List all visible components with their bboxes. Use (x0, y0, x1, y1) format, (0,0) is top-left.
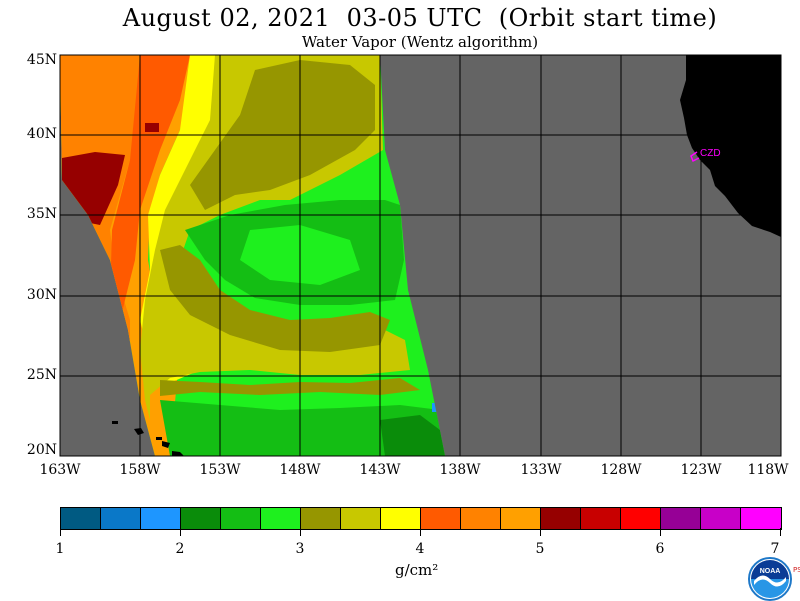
noaa-logo: NOAA (748, 557, 792, 601)
water-vapor-map: CZD (59, 54, 782, 457)
lat-label: 30N (26, 287, 57, 303)
colorbar-swatch (741, 508, 781, 529)
lat-label: 45N (26, 52, 57, 68)
map-title: August 02, 2021 03-05 UTC (Orbit start t… (122, 4, 718, 32)
lon-label: 148W (279, 462, 321, 478)
colorbar-tick (180, 528, 181, 536)
lon-label: 138W (439, 462, 481, 478)
colorbar-swatch (381, 508, 421, 529)
lat-label: 35N (26, 206, 57, 222)
colorbar-swatch (61, 508, 101, 529)
colorbar (60, 507, 782, 530)
colorbar-label: 4 (415, 541, 425, 557)
map-frame (59, 54, 782, 457)
station-marker-czd: CZD (690, 148, 721, 163)
lon-label: 118W (747, 462, 789, 478)
lat-label: 20N (26, 442, 57, 458)
colorbar-tick (420, 528, 421, 536)
lon-label: 153W (199, 462, 241, 478)
graticule (60, 55, 781, 456)
colorbar-swatch (621, 508, 661, 529)
colorbar-label: 3 (295, 541, 305, 557)
lon-label: 163W (39, 462, 81, 478)
lat-label: 40N (26, 126, 57, 142)
colorbar-units: g/cm² (395, 561, 439, 579)
lon-label: 128W (600, 462, 642, 478)
lon-label: 158W (119, 462, 161, 478)
colorbar-swatch (141, 508, 181, 529)
colorbar-tick (780, 528, 781, 536)
colorbar-tick (60, 528, 61, 536)
colorbar-swatch (661, 508, 701, 529)
map-subtitle: Water Vapor (Wentz algorithm) (301, 33, 539, 51)
colorbar-label: 1 (55, 541, 65, 557)
colorbar-label: 2 (175, 541, 185, 557)
lon-label: 123W (680, 462, 722, 478)
colorbar-tick (540, 528, 541, 536)
colorbar-swatch (501, 508, 541, 529)
colorbar-label: 6 (655, 541, 665, 557)
colorbar-label: 7 (770, 541, 780, 557)
lat-label: 25N (26, 367, 57, 383)
colorbar-swatch (261, 508, 301, 529)
colorbar-swatch (541, 508, 581, 529)
logo-text: NOAA (760, 568, 781, 575)
psl-label: PSL (793, 566, 800, 574)
hawaiian-islands (112, 421, 184, 456)
colorbar-swatch (701, 508, 741, 529)
colorbar-swatch (581, 508, 621, 529)
lon-label: 133W (520, 462, 562, 478)
north-america-land (680, 55, 781, 237)
colorbar-swatch (181, 508, 221, 529)
colorbar-label: 5 (535, 541, 545, 557)
colorbar-swatch (461, 508, 501, 529)
lon-label: 143W (359, 462, 401, 478)
station-label: CZD (700, 148, 721, 159)
colorbar-swatch (341, 508, 381, 529)
colorbar-swatch (421, 508, 461, 529)
colorbar-swatch (101, 508, 141, 529)
station-icon (690, 151, 700, 163)
colorbar-tick (660, 528, 661, 536)
colorbar-tick (300, 528, 301, 536)
colorbar-swatch (301, 508, 341, 529)
colorbar-swatch (221, 508, 261, 529)
